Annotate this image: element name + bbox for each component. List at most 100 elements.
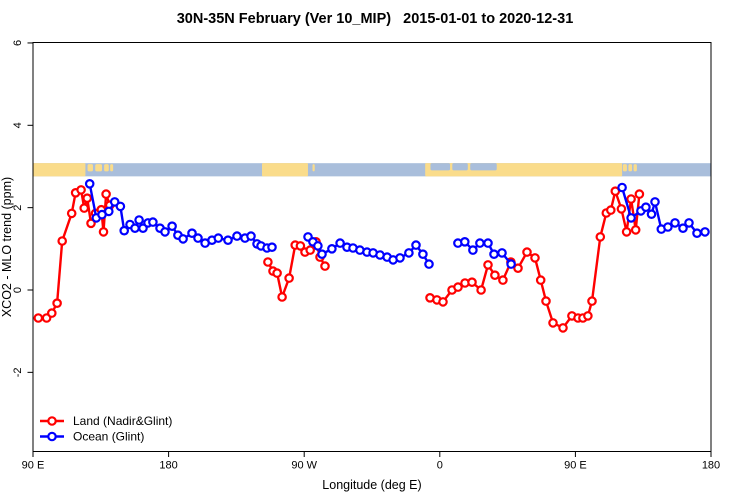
land-data-point [558,323,568,333]
land-data-point [530,253,540,263]
ocean-data-point [223,235,233,246]
ocean-data-point [148,217,158,227]
land-data-point [79,203,90,213]
ocean-data-point [246,231,256,241]
land-data-point [595,232,606,242]
land-data-point [101,189,111,199]
y-axis-label: XCO2 - MLO trend (ppm) [0,177,14,317]
legend-label: Land (Nadir&Glint) [73,414,172,428]
map-strip-island [633,164,637,172]
y-axis-tick-label: 4 [12,122,24,128]
land-data-point [438,297,448,307]
land-data-point [634,189,645,199]
ocean-data-point [418,249,428,260]
land-data-point [295,241,306,251]
map-strip-island [110,164,114,172]
ocean-data-point [130,223,140,234]
ocean-data-point [104,206,114,217]
land-data-point [57,236,68,246]
ocean-data-point [335,238,345,248]
land-data-point [522,247,532,257]
land-data-point [66,208,77,219]
land-data-point [98,227,109,237]
ocean-data-point [506,259,516,269]
ocean-data-point [650,197,660,207]
land-data-point [587,296,597,306]
land-data-point [610,186,621,197]
land-data-point [46,308,57,318]
y-axis-tick-label: 6 [12,40,24,46]
legend-label: Ocean (Glint) [73,430,144,444]
ocean-data-point [187,228,197,239]
ocean-data-point [404,248,414,258]
y-axis-tick-label: 2 [12,205,24,211]
land-data-point [626,194,636,204]
ocean-data-point [160,227,170,237]
map-strip-island [87,164,93,172]
map-strip-island [104,164,109,172]
land-data-point [33,313,44,323]
ocean-data-point [497,248,507,258]
ocean-data-point [119,225,130,236]
land-data-point [76,185,86,195]
ocean-data-point [663,222,673,232]
ocean-data-point [134,215,144,225]
land-data-point [320,261,330,271]
x-axis-tick-label: 90 E [564,460,587,472]
ocean-data-point [670,218,680,228]
ocean-data-point [700,227,710,237]
land-data-point [272,268,282,278]
ocean-data-point [459,237,470,247]
ocean-data-point [617,182,627,193]
land-data-point [621,227,632,237]
ocean-data-point [411,240,421,250]
plot-border [32,42,712,452]
x-axis-tick-label: 90 E [22,460,45,472]
land-data-point [548,318,558,328]
land-data-point [284,273,294,283]
land-data-point [52,298,62,309]
land-data-point [605,205,616,215]
land-data-point [498,275,508,285]
ocean-data-point [84,179,95,189]
land-data-point [263,257,273,267]
land-data-point [277,292,287,302]
map-strip-sea [452,163,468,171]
land-data-point [616,204,627,214]
map-strip-sea [430,163,451,171]
map-strip-island [622,164,627,172]
x-axis-label: Longitude (deg E) [322,478,421,492]
ocean-data-point [115,201,126,212]
ocean-data-point [475,238,485,248]
ocean-data-point [678,223,688,234]
ocean-data-point [267,242,277,253]
y-axis-tick-label: 0 [12,287,24,293]
x-axis-tick-label: 0 [437,460,443,472]
land-data-point [513,263,523,274]
ocean-data-point [641,202,651,213]
land-data-point [467,277,477,288]
land-data-point [541,296,551,306]
map-strip-land [33,163,86,177]
ocean-data-point [213,233,224,243]
ocean-data-point [626,213,636,223]
x-axis-tick-label: 90 W [291,460,317,472]
x-axis-tick-label: 180 [702,460,720,472]
x-axis-tick-label: 180 [159,460,177,472]
map-strip-land [262,163,308,177]
chart-title: 30N-35N February (Ver 10_MIP) 2015-01-01… [176,11,574,27]
y-axis-tick-label: -2 [12,367,24,377]
ocean-data-point [468,245,478,255]
legend-marker [47,416,57,426]
ocean-data-point [313,241,323,251]
land-data-point [535,275,546,285]
ocean-data-point [646,209,657,220]
land-data-point [305,245,316,255]
ocean-data-point [193,233,203,243]
land-data-point [82,193,93,204]
land-data-point [453,282,463,292]
ocean-data-point [167,221,177,232]
ocean-data-point [692,228,702,239]
